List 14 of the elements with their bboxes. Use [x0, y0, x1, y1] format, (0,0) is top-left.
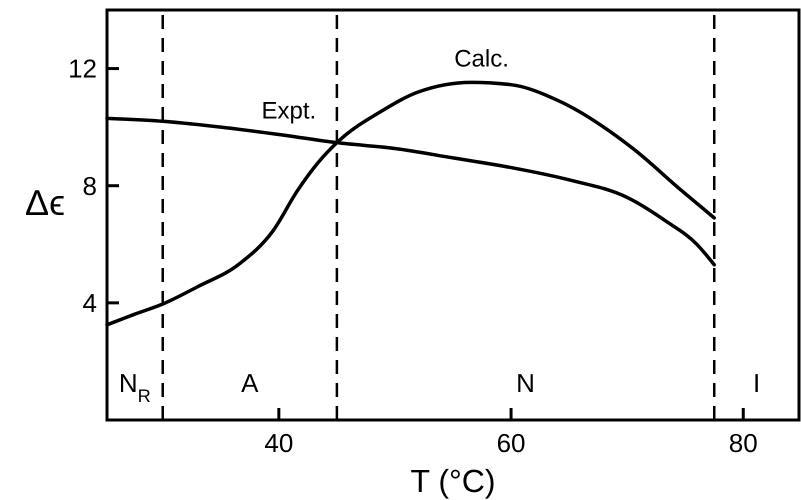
annotation: N$_{R}$	[118, 368, 151, 406]
y-tick-label: 8	[82, 170, 97, 201]
y-tick-label: 4	[82, 288, 97, 318]
x-tick-label: 60	[496, 428, 526, 458]
annotation: A	[241, 368, 260, 398]
y-tick-label: 12	[68, 54, 97, 84]
annotation: N	[516, 368, 535, 398]
x-tick-label: 80	[728, 428, 758, 458]
y-axis-title: Δϵ	[25, 182, 65, 223]
annotation: I	[753, 368, 760, 398]
series-label: Expt.	[261, 97, 316, 124]
x-tick-label: 40	[264, 428, 294, 458]
x-axis-title: T (°C)	[410, 463, 496, 499]
series-label: Calc.	[454, 45, 509, 72]
